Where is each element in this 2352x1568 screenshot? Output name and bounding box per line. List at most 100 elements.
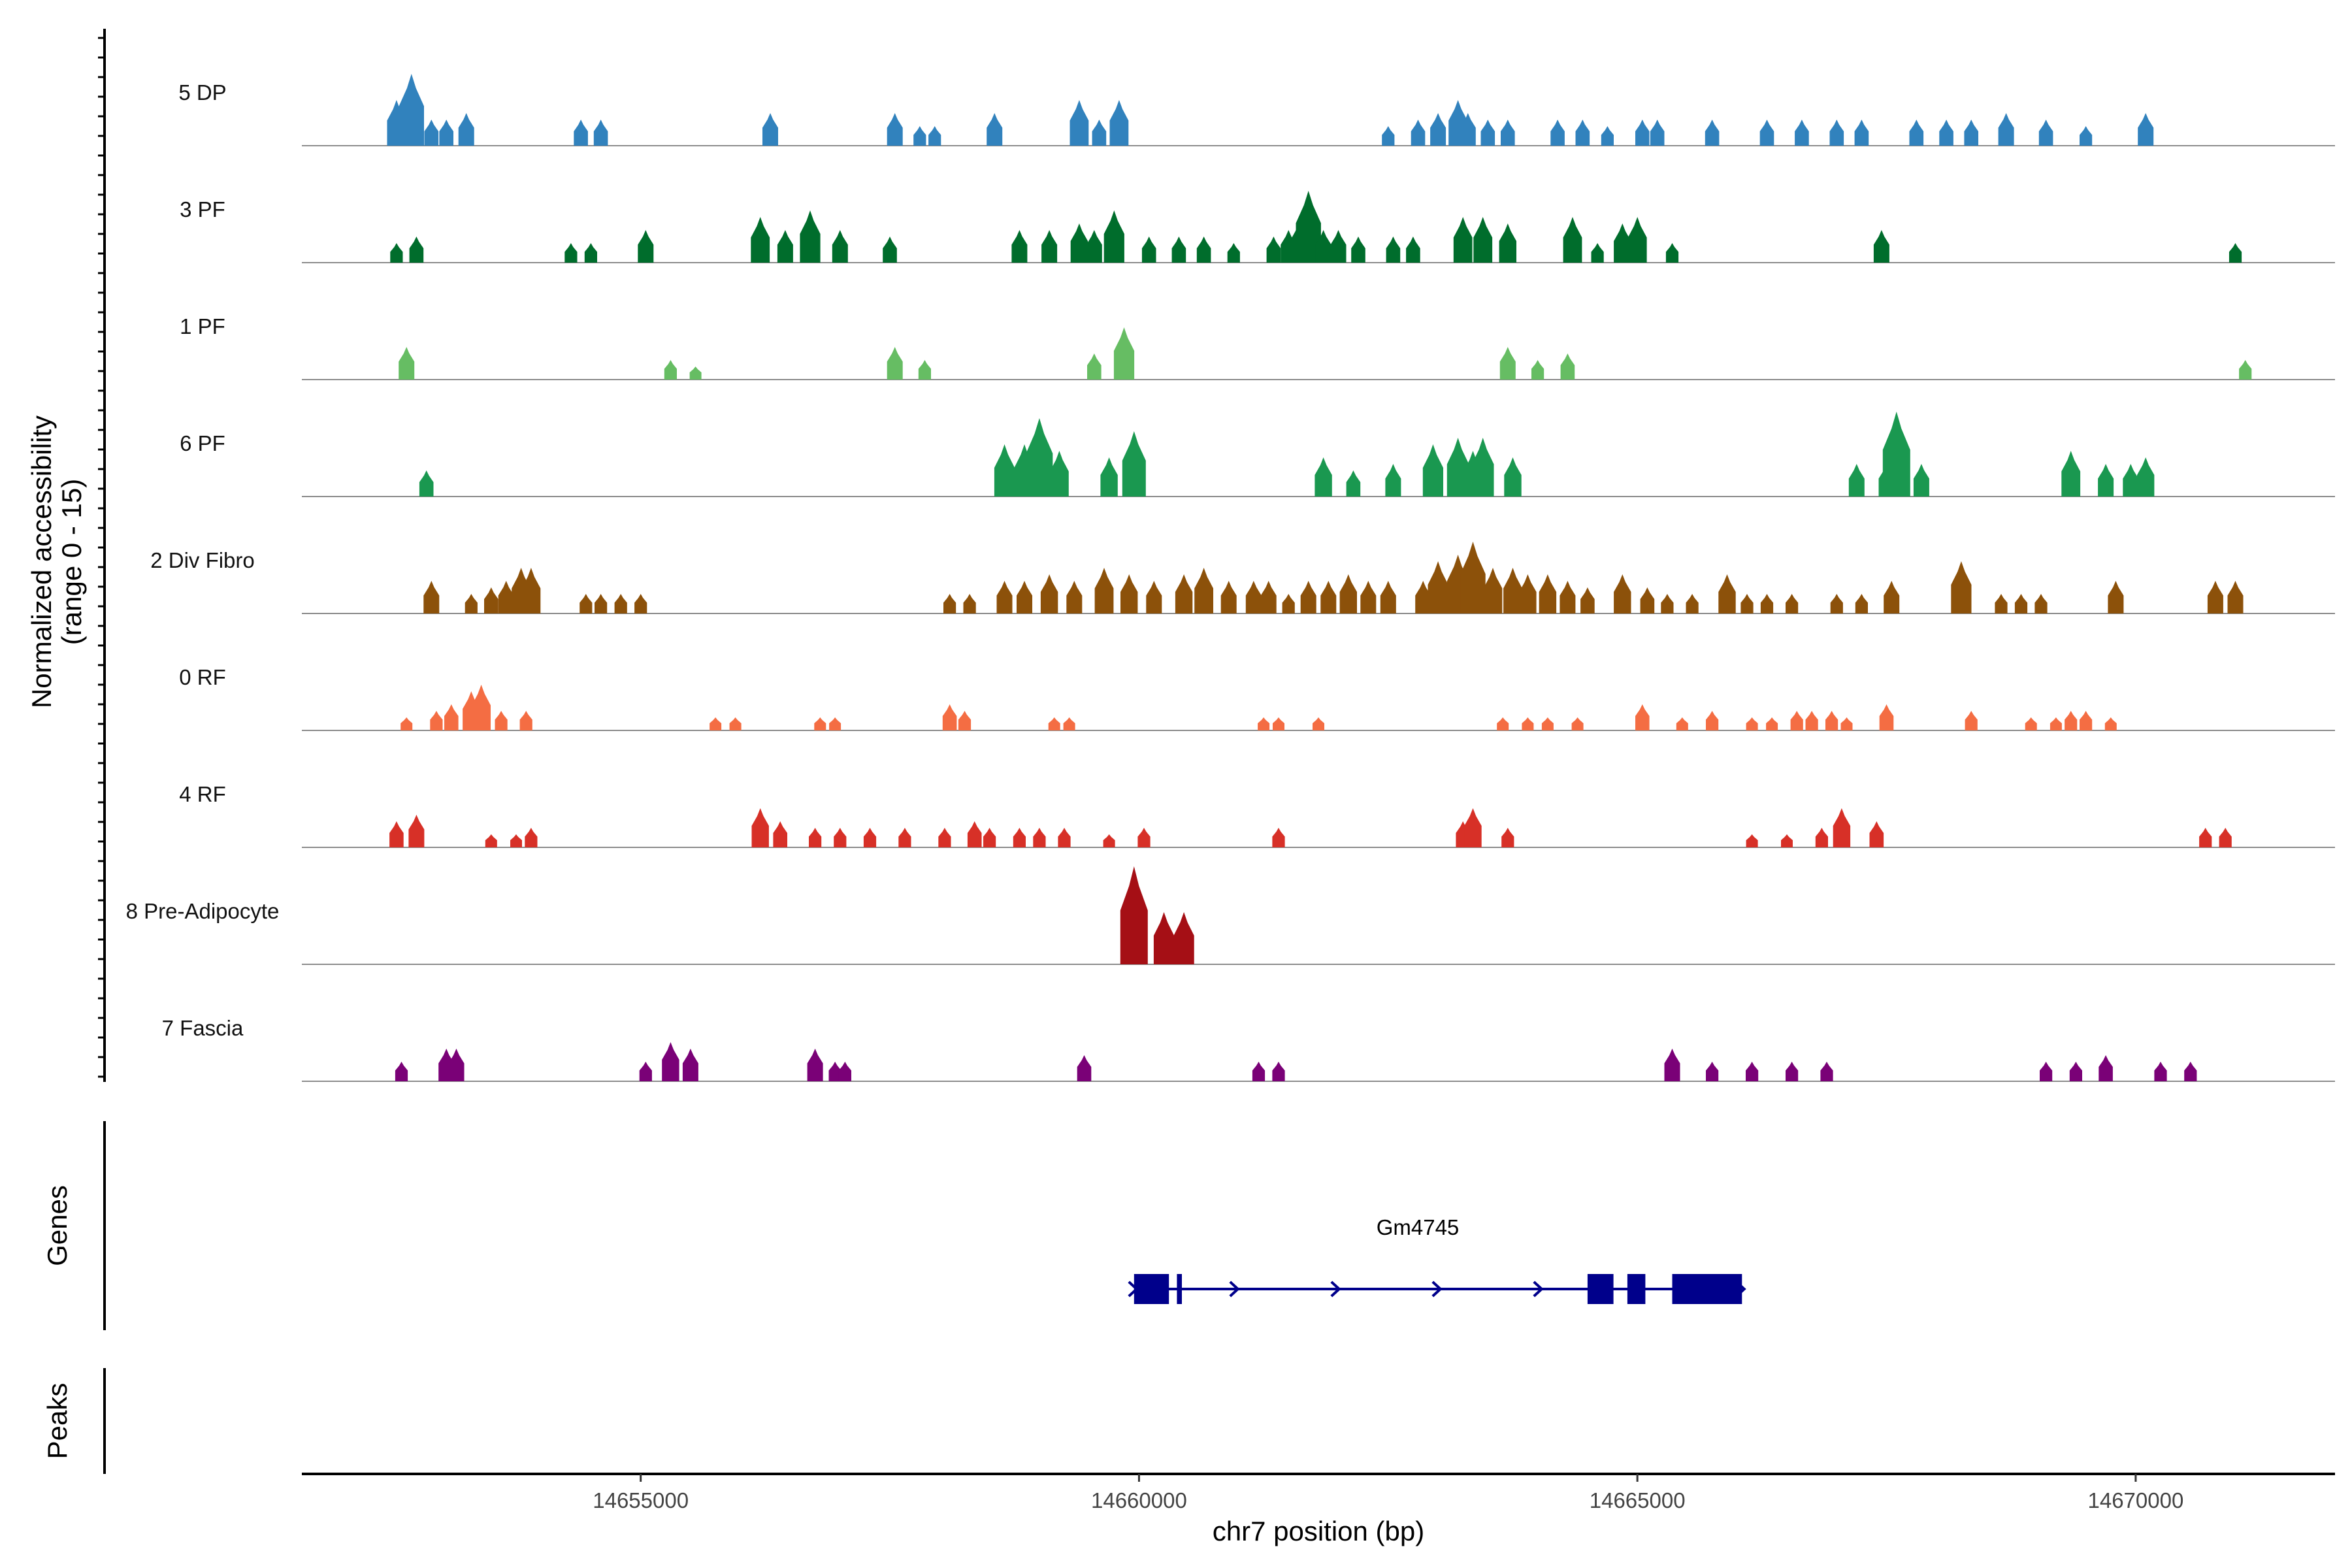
coverage-peak	[390, 243, 403, 263]
coverage-peak	[1103, 834, 1115, 847]
x-tick-label: 14665000	[1590, 1488, 1686, 1512]
coverage-peak	[1746, 717, 1758, 730]
coverage-peak	[829, 717, 841, 730]
coverage-peak	[2104, 717, 2117, 730]
coverage-peak	[510, 834, 522, 847]
coverage-peak	[1320, 581, 1337, 613]
coverage-peak	[634, 594, 647, 613]
coverage-peak	[1815, 828, 1828, 847]
coverage-peak	[943, 594, 956, 613]
coverage-peak	[1086, 230, 1102, 263]
coverage-peak	[963, 594, 976, 613]
coverage-peak	[1909, 120, 1924, 146]
coverage-peak	[887, 347, 903, 380]
coverage-peak	[1473, 217, 1493, 263]
coverage-peak	[1635, 120, 1650, 146]
track-label: 1 PF	[180, 314, 225, 338]
coverage-peak	[1339, 574, 1357, 613]
track-label: 8 Pre-Adipocyte	[126, 899, 280, 923]
coverage-peak	[424, 120, 439, 146]
coverage-peak	[1026, 418, 1053, 497]
coverage-peak	[913, 126, 926, 146]
coverage-peak	[1522, 717, 1534, 730]
coverage-peak	[1746, 834, 1758, 847]
coverage-peak	[1833, 808, 1851, 847]
coverage-peak	[1665, 243, 1679, 263]
peaks-track-label: Peaks	[42, 1383, 73, 1460]
track-1-pf: 1 PF	[180, 314, 2335, 380]
coverage-peak	[1428, 561, 1448, 613]
x-axis-ticks: 14655000 14660000 14665000 14670000	[593, 1474, 2183, 1512]
coverage-peak	[1635, 704, 1650, 730]
strand-arrow	[1330, 1281, 1341, 1298]
coverage-peak	[1550, 120, 1565, 146]
coverage-peak	[689, 367, 702, 380]
track-6-pf: 6 PF	[180, 412, 2335, 497]
coverage-peak	[1273, 717, 1284, 730]
coverage-peak	[682, 1049, 698, 1081]
coverage-peak	[2098, 464, 2114, 497]
coverage-peak	[2184, 1062, 2197, 1081]
coverage-peak	[928, 126, 941, 146]
coverage-peak	[1048, 717, 1060, 730]
x-axis-title: chr7 position (bp)	[1213, 1516, 1425, 1546]
coverage-peak	[1939, 120, 1953, 146]
coverage-peak	[1272, 1062, 1285, 1081]
coverage-peak	[1781, 834, 1793, 847]
coverage-peak	[1153, 912, 1175, 964]
coverage-peak	[751, 217, 770, 263]
coverage-peak	[898, 828, 911, 847]
coverage-peak	[2080, 711, 2093, 730]
coverage-peak	[1351, 237, 1365, 263]
coverage-peak	[1501, 828, 1514, 847]
coverage-peak	[1760, 594, 1774, 613]
track-0-rf: 0 RF	[179, 665, 2335, 731]
genes-track-label: Genes	[42, 1185, 73, 1266]
coverage-peak	[800, 210, 821, 263]
coverage-peak	[2229, 243, 2242, 263]
y-axis-title-line2: (range 0 - 15)	[56, 479, 87, 645]
coverage-peak	[1050, 451, 1069, 497]
coverage-peak	[942, 704, 957, 730]
coverage-peak	[1614, 574, 1631, 613]
coverage-peak	[1664, 1049, 1680, 1081]
track-label: 3 PF	[180, 197, 225, 221]
coverage-peak	[1571, 717, 1584, 730]
coverage-peak	[1480, 120, 1495, 146]
gene-name-label: Gm4745	[1377, 1215, 1460, 1239]
coverage-peak	[1471, 438, 1494, 497]
coverage-peak	[1460, 113, 1476, 146]
coverage-peak	[1676, 717, 1688, 730]
coverage-peak	[1497, 717, 1509, 730]
coverage-peak	[1718, 574, 1736, 613]
coverage-peak	[1483, 568, 1503, 613]
coverage-peak	[1795, 120, 1809, 146]
coverage-peak	[1120, 866, 1148, 964]
coverage-peak	[1706, 711, 1719, 730]
gene-exon	[1177, 1274, 1182, 1304]
coverage-peak	[2239, 360, 2252, 380]
coverage-peak	[1539, 574, 1557, 613]
coverage-peak	[409, 237, 424, 263]
coverage-peak	[2138, 113, 2154, 146]
track-label: 7 Fascia	[162, 1016, 244, 1040]
coverage-peak	[1464, 808, 1482, 847]
coverage-peak	[1094, 568, 1114, 613]
track-5-dp: 5 DP	[178, 74, 2335, 146]
coverage-peak	[1346, 470, 1361, 497]
coverage-peak	[1531, 360, 1544, 380]
track-label: 5 DP	[178, 80, 226, 105]
coverage-peak	[1790, 711, 1803, 730]
coverage-peak	[1146, 581, 1162, 613]
x-tick-label: 14670000	[2087, 1488, 2183, 1512]
coverage-y-ticks	[98, 37, 105, 1078]
coverage-peak	[2069, 1062, 2082, 1081]
coverage-peak	[1315, 230, 1331, 263]
coverage-peak	[983, 828, 996, 847]
coverage-peak	[773, 821, 787, 847]
coverage-peak	[448, 1049, 465, 1081]
coverage-peak	[918, 360, 931, 380]
coverage-peak	[1266, 237, 1281, 263]
coverage-peak	[1786, 1062, 1799, 1081]
